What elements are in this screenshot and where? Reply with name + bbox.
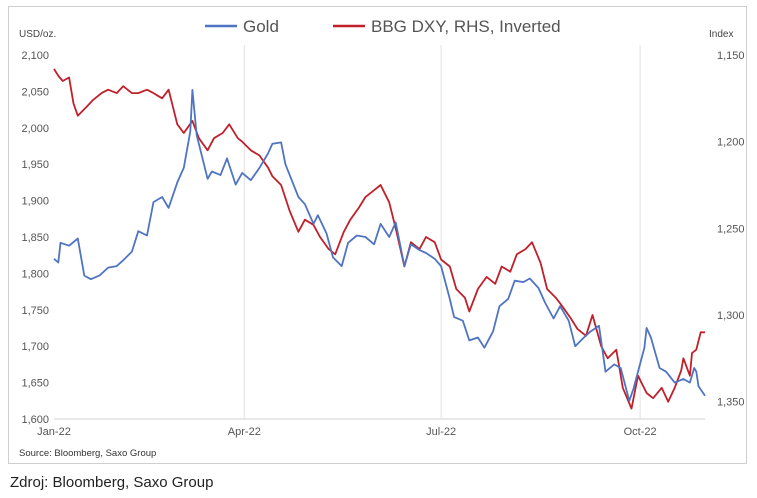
y-right-tick-label: 1,200 (717, 137, 745, 149)
chart: 1,600 1,650 1,700 1,750 1,800 1,850 1,900 1,950… (19, 17, 745, 459)
y-left-tick-label: 2,100 (21, 50, 49, 62)
y-left-tick-label: 1,700 (21, 341, 49, 353)
y-left-tick-label: 1,950 (21, 159, 49, 171)
y-right-tick-label: 1,150 (717, 50, 745, 62)
series-lines (53, 68, 706, 410)
y-right-tick-label: 1,300 (717, 310, 745, 322)
chart-source: Source: Bloomberg, Saxo Group (19, 448, 156, 459)
x-tick-label: Oct-22 (624, 426, 657, 438)
left-axis: 1,600 1,650 1,700 1,750 1,800 1,850 1,900 1,950… (21, 50, 49, 426)
y-left-tick-label: 1,750 (21, 305, 49, 317)
y-right-tick-label: 1,350 (717, 397, 745, 409)
y-left-tick-label: 1,600 (21, 414, 49, 426)
x-tick-label: Jul-22 (426, 426, 456, 438)
chart-frame: 1,600 1,650 1,700 1,750 1,800 1,850 1,900 1,950… (8, 6, 747, 464)
series-line-dxy (53, 68, 705, 410)
legend-label-dxy: BBG DXY, RHS, Inverted (371, 17, 561, 36)
x-tick-label: Jan-22 (37, 426, 71, 438)
y-left-tick-label: 1,800 (21, 268, 49, 280)
caption: Zdroj: Bloomberg, Saxo Group (10, 474, 214, 491)
x-axis: Jan-22 Apr-22 Jul-22 Oct-22 (37, 426, 656, 438)
y-left-tick-label: 1,850 (21, 232, 49, 244)
gridlines (54, 45, 705, 420)
series-line-gold (53, 89, 706, 402)
x-tick-label: Apr-22 (228, 426, 261, 438)
y-right-tick-label: 1,250 (717, 223, 745, 235)
y-left-tick-label: 1,650 (21, 378, 49, 390)
y-left-tick-label: 2,000 (21, 123, 49, 135)
y-left-tick-label: 1,900 (21, 196, 49, 208)
right-axis: 1,150 1,200 1,250 1,300 1,350 (717, 50, 745, 409)
left-axis-label: USD/oz. (19, 29, 56, 40)
legend: Gold BBG DXY, RHS, Inverted (205, 17, 561, 36)
y-left-tick-label: 2,050 (21, 86, 49, 98)
legend-label-gold: Gold (243, 17, 279, 36)
right-axis-label: Index (709, 29, 733, 40)
